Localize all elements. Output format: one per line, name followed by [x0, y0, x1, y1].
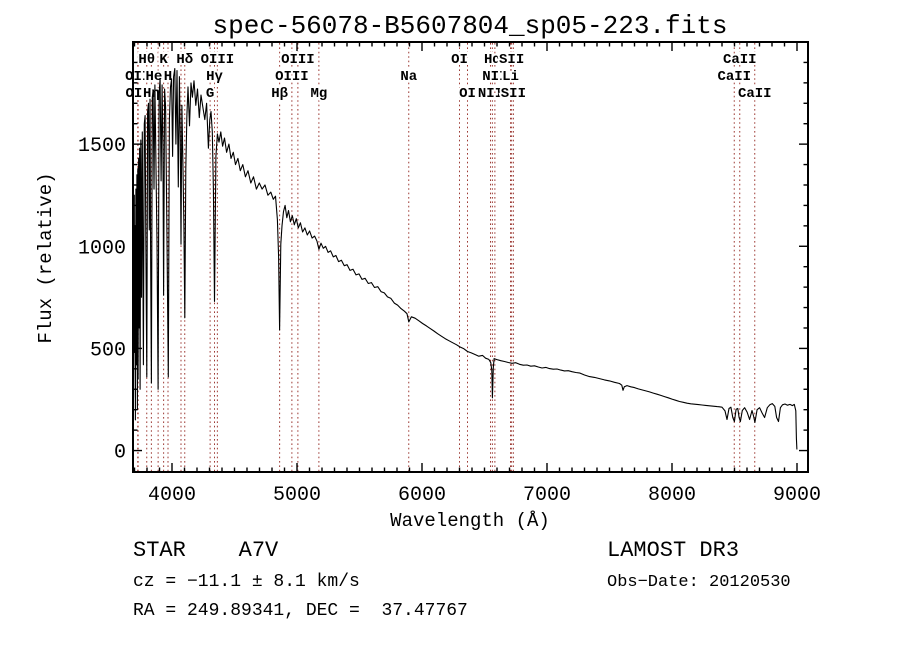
spectral-line-label: CaII	[717, 69, 751, 85]
plot-frame	[132, 41, 809, 473]
x-tick-label: 9000	[773, 484, 821, 507]
spectral-line-label: SII	[499, 52, 524, 68]
spectral-line-label: OII	[126, 86, 151, 102]
object-class-label: STAR A7V	[133, 538, 279, 563]
x-tick-label: 4000	[148, 484, 196, 507]
y-tick-label: 1000	[78, 237, 126, 260]
cz-value: cz = −11.1 ± 8.1 km/s	[133, 572, 360, 592]
spectral-line-label: OI	[459, 86, 476, 102]
ra-dec-value: RA = 249.89341, DEC = 37.47767	[133, 601, 468, 621]
x-tick-label: 8000	[648, 484, 696, 507]
spectral-line-label: Hα	[484, 52, 501, 68]
spectral-line-label: Hγ	[206, 69, 223, 85]
spectral-line-label: G	[206, 86, 214, 102]
spectral-line-label: NII	[482, 69, 507, 85]
spectral-line-label: OIII	[275, 69, 309, 85]
x-tick-label: 7000	[523, 484, 571, 507]
spectral-line-label: Hδ	[176, 52, 193, 68]
y-tick-label: 500	[90, 339, 126, 362]
spectral-line-label: OII	[125, 69, 150, 85]
plot-title: spec-56078-B5607804_sp05-223.fits	[212, 11, 728, 41]
spectral-line-label: OI	[451, 52, 468, 68]
x-axis-label: Wavelength (Å)	[390, 510, 550, 532]
y-tick-label: 1500	[78, 135, 126, 158]
y-axis-label: Flux (relative)	[35, 172, 57, 344]
spectral-line-label: Hβ	[271, 86, 288, 102]
spectral-line-label: Li	[502, 69, 519, 85]
spectral-line-label: Mg	[310, 86, 327, 102]
spectral-line-label: Hθ	[138, 52, 155, 68]
spectral-line-label: NII	[478, 86, 503, 102]
spectral-line-label: Hη	[143, 86, 160, 102]
y-tick-label: 0	[114, 442, 126, 465]
x-tick-label: 5000	[273, 484, 321, 507]
spectral-line-label: SII	[501, 86, 526, 102]
spectral-line-label: OIII	[281, 52, 315, 68]
spectrum-trace	[132, 68, 798, 450]
spectral-line-label: K	[159, 52, 168, 68]
spectral-line-label: CaII	[723, 52, 757, 68]
survey-release-label: LAMOST DR3	[607, 538, 740, 563]
x-tick-label: 6000	[398, 484, 446, 507]
spectral-line-label: Na	[400, 69, 417, 85]
spectral-line-label: HeI	[146, 69, 171, 85]
obs-date-value: Obs−Date: 20120530	[607, 573, 791, 592]
spectral-line-label: OIII	[201, 52, 235, 68]
spectral-line-label: CaII	[738, 86, 772, 102]
